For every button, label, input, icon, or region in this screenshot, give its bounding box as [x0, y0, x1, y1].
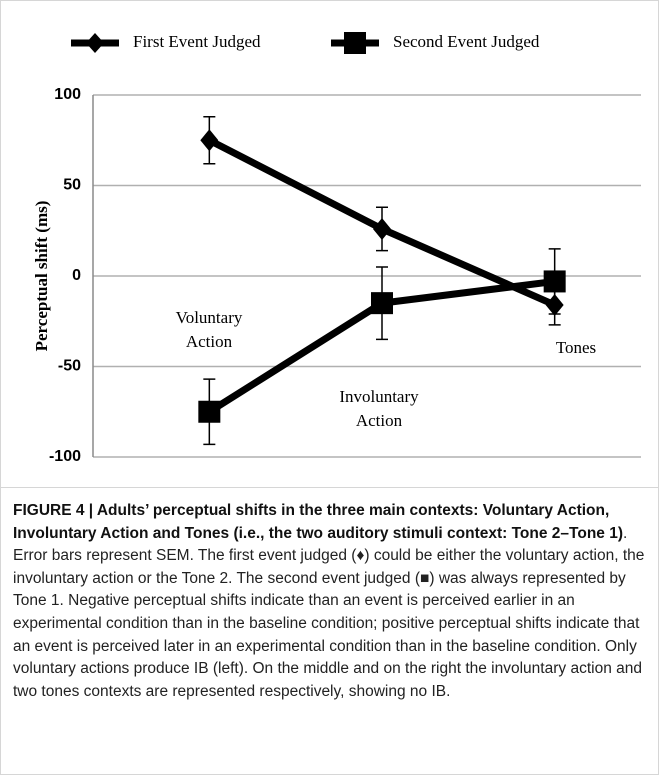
y-axis-label: Perceptual shift (ms): [32, 201, 51, 352]
annotation: Action: [356, 411, 403, 430]
y-tick-label: -100: [49, 448, 81, 465]
marker-square: [543, 270, 566, 293]
caption-bold: FIGURE 4 | Adults’ perceptual shifts in …: [13, 502, 624, 542]
legend-marker: [344, 32, 366, 54]
y-tick-label: 0: [72, 267, 81, 284]
legend-marker: [86, 33, 104, 53]
caption-text: . Error bars represent SEM. The first ev…: [13, 524, 645, 700]
annotation: Voluntary: [176, 308, 243, 327]
y-tick-label: -50: [58, 358, 81, 375]
caption: FIGURE 4 | Adults’ perceptual shifts in …: [1, 487, 658, 774]
legend-label: Second Event Judged: [393, 32, 540, 51]
annotation: Action: [186, 332, 233, 351]
marker-square: [371, 292, 393, 315]
legend-label: First Event Judged: [133, 32, 261, 51]
marker-square: [198, 400, 221, 423]
chart: Perceptual shift (ms) -100 -50 0 50 100 First…: [32, 32, 641, 465]
y-tick-label: 50: [63, 177, 81, 194]
y-tick-label: 100: [54, 86, 81, 103]
marker-diamond: [200, 129, 219, 152]
marker-diamond: [373, 217, 391, 240]
annotation: Involuntary: [339, 387, 419, 406]
annotation: Tones: [556, 338, 596, 357]
